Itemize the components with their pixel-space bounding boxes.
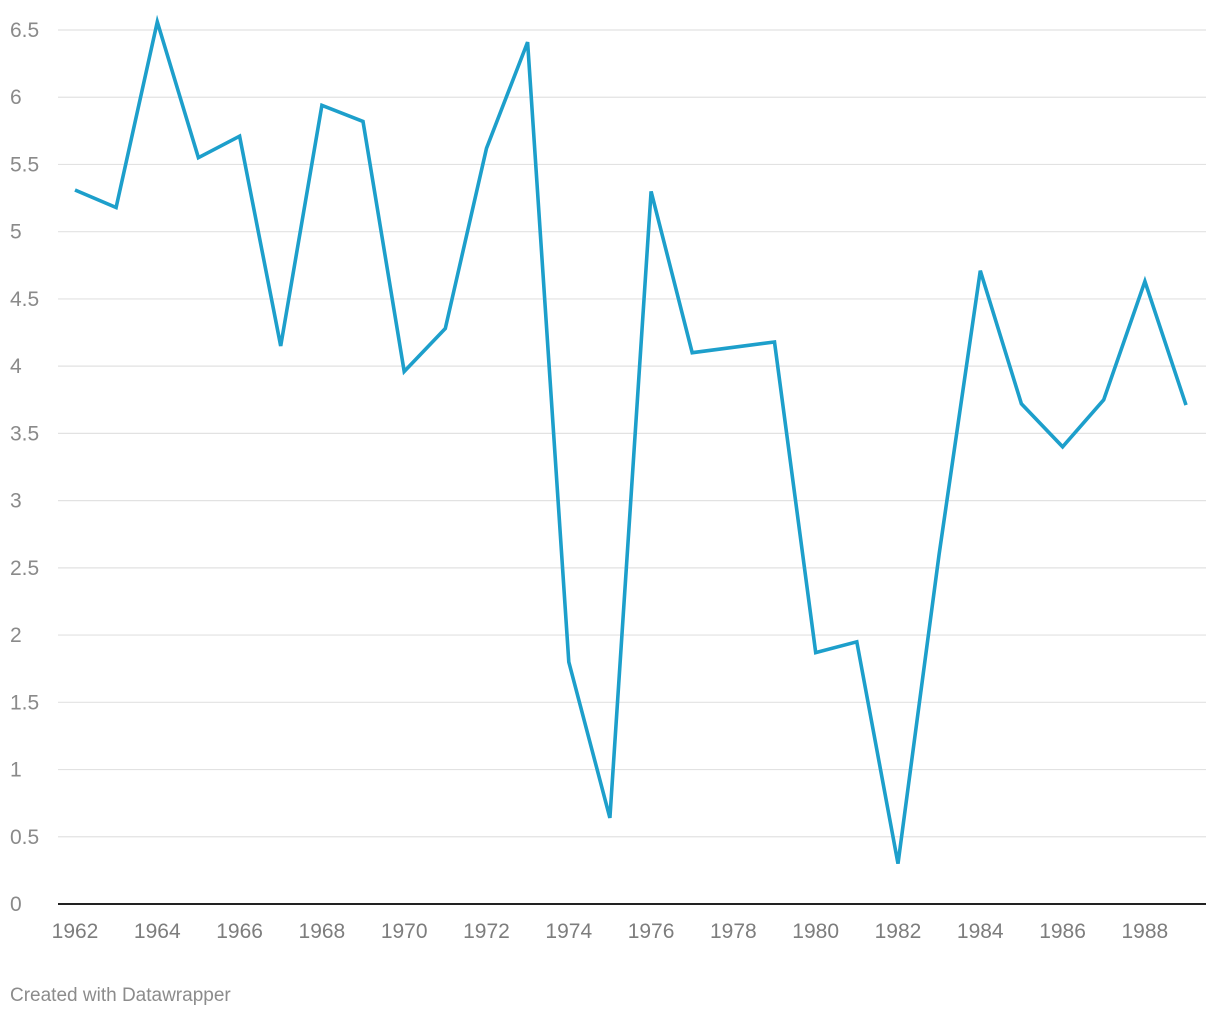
x-tick-label: 1966: [216, 920, 263, 943]
x-tick-label: 1968: [299, 920, 346, 943]
y-tick-label: 6.5: [10, 19, 39, 42]
y-axis-tick-labels: 0 0.5 1 1.5 2 2.5 3 3.5 4 4.5 5 5.5 6 6.5: [10, 19, 39, 916]
y-tick-label: 6: [10, 86, 22, 109]
x-tick-label: 1986: [1039, 920, 1086, 943]
x-tick-label: 1976: [628, 920, 675, 943]
datawrapper-credit: Created with Datawrapper: [10, 985, 231, 1006]
y-tick-label: 4: [10, 355, 22, 378]
y-tick-label: 2: [10, 624, 22, 647]
y-tick-label: 1: [10, 759, 22, 782]
y-tick-label: 0: [10, 893, 22, 916]
x-tick-label: 1962: [52, 920, 99, 943]
chart-canvas: 00.511.522.533.544.555.566.5 1962 1964 196…: [10, 14, 1206, 943]
y-tick-label: 3: [10, 490, 22, 513]
gridlines: [58, 29, 1206, 838]
series-lines: [74, 14, 1188, 865]
x-tick-label: 1964: [134, 920, 181, 943]
line-chart: 0 0.5 1 1.5 2 2.5 3 3.5 4 4.5 5 5.5 6 6.5 1962 1964 196…: [10, 14, 1206, 943]
series-line: [74, 14, 1188, 865]
y-tick-label: 3.5: [10, 422, 39, 445]
x-tick-label: 1978: [710, 920, 757, 943]
y-tick-label: 5: [10, 221, 22, 244]
x-tick-label: 1970: [381, 920, 428, 943]
y-tick-label: 5.5: [10, 153, 39, 176]
x-tick-label: 1972: [463, 920, 510, 943]
x-tick-label: 1988: [1121, 920, 1168, 943]
x-tick-label: 1980: [792, 920, 839, 943]
y-tick-label: 2.5: [10, 557, 39, 580]
y-tick-label: 1.5: [10, 691, 39, 714]
x-axis-tick-labels: 1962 1964 1966 1968 1970 1972 1974 1976 1978 1980…: [52, 920, 1169, 943]
x-tick-label: 1982: [875, 920, 922, 943]
y-tick-label: 0.5: [10, 826, 39, 849]
y-tick-label: 4.5: [10, 288, 39, 311]
x-tick-label: 1974: [545, 920, 592, 943]
x-tick-label: 1984: [957, 920, 1004, 943]
